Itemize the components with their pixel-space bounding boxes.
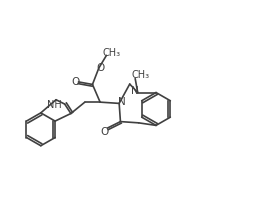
Text: O: O xyxy=(100,126,109,136)
Text: NH: NH xyxy=(47,100,62,110)
Text: N: N xyxy=(118,97,126,107)
Text: N: N xyxy=(131,86,139,95)
Text: CH₃: CH₃ xyxy=(103,47,121,57)
Text: CH₃: CH₃ xyxy=(131,69,149,79)
Text: O: O xyxy=(71,76,80,86)
Text: O: O xyxy=(96,63,104,73)
